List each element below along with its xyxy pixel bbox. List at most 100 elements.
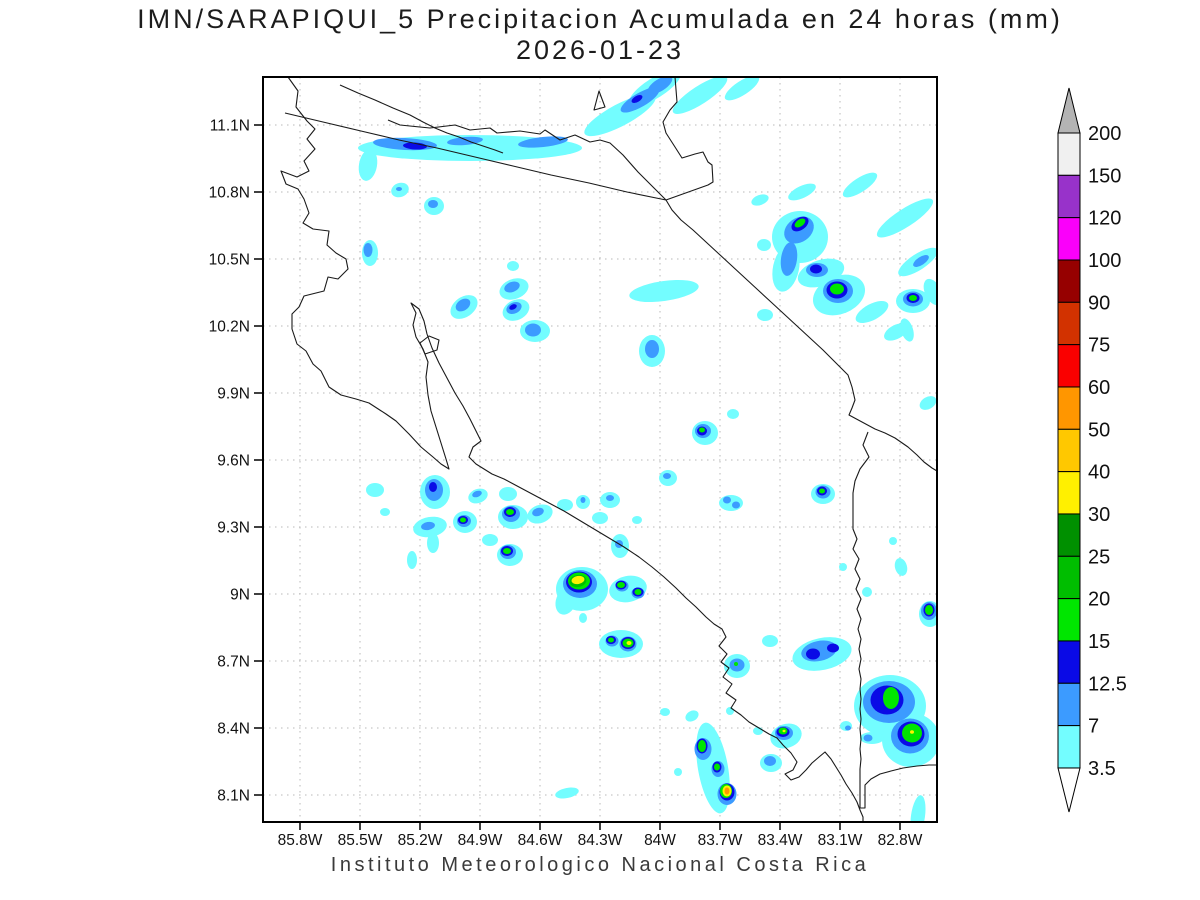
precip-cell-level-1 [482, 534, 498, 546]
precip-cell-level-3 [509, 304, 517, 310]
colorbar-label: 200 [1088, 123, 1121, 145]
precip-cell-level-3 [810, 264, 822, 274]
precip-cell-level-1 [555, 787, 579, 799]
y-axis-label: 10.2N [209, 319, 250, 336]
colorbar-label: 30 [1088, 504, 1110, 526]
precip-cell-level-1 [499, 487, 517, 501]
precip-cell-level-4 [830, 283, 844, 295]
colorbar-segment [1057, 598, 1081, 642]
x-axis-label: 84W [644, 832, 676, 849]
axis-ticks [254, 124, 901, 830]
precip-cell-level-1 [507, 261, 519, 271]
precip-cell-level-2 [647, 77, 673, 94]
precip-cell-level-1 [753, 727, 763, 735]
y-axis-label: 9.9N [217, 386, 250, 403]
precip-cell-level-1 [358, 149, 378, 181]
x-axis-label: 85.5W [338, 832, 383, 849]
gulf-island [419, 335, 440, 355]
precip-cell-level-1 [366, 483, 384, 497]
precip-cell-level-1 [660, 708, 670, 716]
chart-title-line1: IMN/SARAPIQUI_5 Precipitacion Acumulada … [137, 4, 1063, 34]
precip-cell-level-1 [876, 198, 934, 238]
precip-cell-level-1 [380, 508, 390, 516]
precip-cell-level-2 [518, 136, 568, 148]
precip-cell-level-1 [609, 575, 647, 603]
precip-cell-level-2 [504, 281, 520, 293]
precip-cell-level-2 [732, 501, 740, 509]
x-axis-label: 83.7W [698, 832, 743, 849]
precip-cell-level-7 [910, 730, 914, 734]
y-axis-label: 10.8N [209, 185, 250, 202]
precip-cell-level-2 [723, 496, 731, 504]
precip-cell-level-4 [506, 509, 514, 515]
precip-cell-level-1 [842, 172, 878, 198]
precip-cell-level-2 [780, 242, 798, 276]
colorbar-segment [1057, 217, 1081, 261]
precip-cell-level-1 [757, 309, 773, 321]
colorbar-label: 3.5 [1088, 758, 1116, 780]
precip-cell-level-1 [592, 512, 608, 524]
panama-border [852, 431, 937, 809]
colorbar-segment [1057, 259, 1081, 303]
precip-cell-level-2 [525, 323, 541, 337]
colorbar-segment [1057, 725, 1081, 769]
nicaragua-border-river [284, 112, 667, 201]
precip-cell-level-4 [503, 548, 511, 554]
precip-cell-level-1 [427, 533, 439, 553]
precip-cell-level-2 [532, 507, 544, 517]
precip-cell-level-1 [757, 239, 771, 251]
precip-cell-level-7 [626, 641, 632, 645]
precip-cell-level-4 [794, 218, 806, 228]
precip-cell-level-4 [909, 295, 917, 301]
precip-cell-level-3 [827, 643, 839, 653]
colorbar-label: 12.5 [1088, 673, 1127, 695]
colorbar-label: 90 [1088, 292, 1110, 314]
colorbar-segment [1057, 513, 1081, 557]
attribution-text: Instituto Meteorologico Nacional Costa R… [330, 854, 870, 876]
x-axis-label: 84.9W [458, 832, 503, 849]
precip-cell-level-9 [724, 787, 730, 795]
precip-cell-level-2 [472, 490, 482, 498]
colorbar-label: 120 [1088, 208, 1121, 230]
colorbar-bottom-arrow [1057, 767, 1081, 813]
precip-cell-level-4 [699, 427, 705, 433]
colorbar-segment [1057, 428, 1081, 473]
y-axis-label: 9N [230, 587, 250, 604]
y-axis-label: 10.5N [209, 252, 250, 269]
colorbar: 200 150 120 100 90 75 60 50 40 30 25 20 15 12.5 7 3.5 [1057, 87, 1127, 813]
caribbean-coast [662, 76, 938, 472]
precip-cell-level-1 [910, 795, 926, 822]
precip-cell-level-1 [862, 587, 872, 597]
colorbar-label: 15 [1088, 631, 1110, 653]
colorbar-segment [1057, 344, 1081, 388]
colorbar-segment [1057, 471, 1081, 515]
precip-cell-level-3 [631, 95, 643, 103]
x-axis-label: 83.4W [758, 832, 803, 849]
precip-cell-level-1 [674, 768, 682, 776]
precip-cell-level-4 [925, 605, 933, 615]
precip-cell-level-1 [685, 710, 699, 722]
north-border-zigzag [387, 119, 667, 201]
precip-cell-level-1 [751, 194, 769, 206]
lake-nicaragua-shore [339, 84, 504, 154]
precip-cell-level-1 [727, 409, 739, 419]
precip-cell-level-3 [806, 648, 820, 660]
grid-lines [263, 77, 937, 822]
precipitation-cells [358, 77, 937, 822]
precip-cell-level-1 [788, 183, 816, 201]
colorbar-label: 7 [1088, 716, 1099, 738]
y-axis-label: 8.1N [217, 788, 250, 805]
precip-cell-level-1 [855, 300, 889, 324]
precip-cell-level-1 [557, 499, 573, 511]
chart-title-line2: 2026-01-23 [515, 35, 685, 65]
precip-cell-level-4 [460, 517, 466, 523]
precip-cell-level-2 [913, 255, 929, 267]
precip-cell-level-4 [883, 687, 899, 709]
coastline [280, 76, 938, 822]
y-axis-label: 9.3N [217, 520, 250, 537]
x-axis-label: 84.3W [578, 832, 623, 849]
y-axis-label: 11.1N [210, 118, 250, 135]
precip-cell-level-2 [428, 200, 438, 208]
precip-cell-level-4 [634, 589, 642, 595]
